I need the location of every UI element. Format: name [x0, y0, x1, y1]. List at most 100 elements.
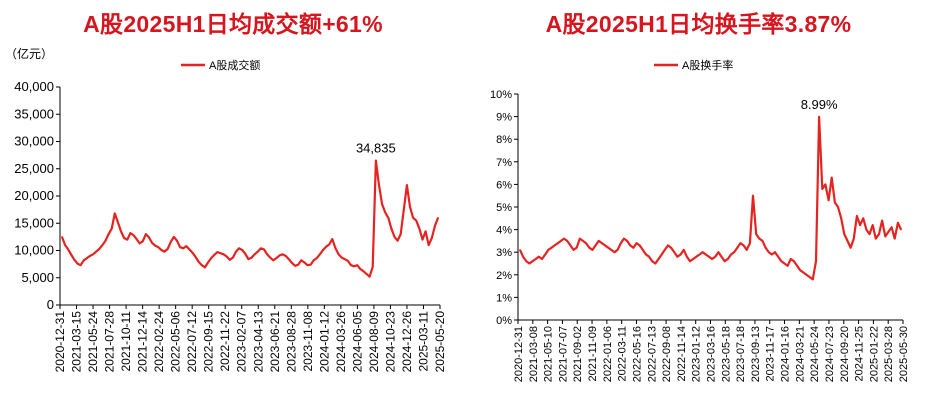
- data-point: [686, 255, 688, 258]
- data-point: [799, 269, 801, 272]
- data-point: [774, 251, 776, 253]
- data-point: [553, 244, 556, 247]
- data-point: [418, 227, 421, 230]
- x-tick-label: 2021-11-09: [587, 326, 599, 381]
- y-tick-label: 10,000: [14, 243, 54, 258]
- data-point: [591, 249, 594, 251]
- data-point: [531, 260, 534, 263]
- data-point: [654, 262, 657, 265]
- data-point: [875, 237, 877, 240]
- data-point: [629, 244, 631, 247]
- data-point: [340, 256, 343, 259]
- data-point: [607, 246, 609, 249]
- x-tick-label: 2021-07-28: [103, 311, 117, 373]
- data-point: [225, 255, 228, 258]
- data-point: [723, 260, 726, 263]
- x-tick-label: 2023-11-08: [301, 311, 315, 372]
- data-point: [695, 255, 698, 258]
- data-point: [758, 237, 761, 240]
- y-tick-label: 0%: [496, 315, 512, 327]
- data-point: [260, 247, 262, 250]
- data-point: [278, 254, 281, 257]
- data-point: [79, 264, 82, 267]
- data-point: [409, 206, 411, 208]
- data-point: [424, 230, 427, 233]
- data-point: [547, 249, 550, 251]
- data-point: [739, 242, 742, 244]
- data-point: [61, 236, 63, 238]
- data-point: [64, 244, 66, 246]
- data-point: [849, 246, 852, 249]
- data-point: [575, 246, 578, 249]
- y-tick-label: 3%: [496, 247, 512, 259]
- x-tick-label: 2021-05-24: [86, 311, 100, 373]
- data-point: [92, 253, 94, 256]
- data-point: [151, 242, 153, 244]
- data-point: [350, 264, 352, 267]
- data-point: [837, 206, 839, 208]
- data-point: [730, 253, 732, 256]
- data-point: [247, 258, 250, 261]
- y-tick-label: 25,000: [14, 161, 54, 176]
- data-point: [238, 247, 240, 250]
- data-point: [635, 242, 638, 244]
- data-point: [821, 188, 824, 190]
- data-point: [194, 256, 197, 258]
- data-point: [328, 243, 331, 246]
- data-point: [771, 253, 773, 256]
- y-tick-label: 1%: [496, 292, 512, 304]
- data-point: [648, 255, 650, 258]
- data-point: [840, 217, 842, 220]
- data-point: [878, 233, 880, 235]
- data-point: [294, 265, 296, 267]
- data-point: [733, 251, 735, 253]
- x-tick-label: 2024-12-26: [400, 311, 414, 373]
- data-point: [219, 252, 222, 254]
- data-point: [525, 260, 528, 263]
- y-tick-label: 30,000: [14, 134, 54, 149]
- data-point: [334, 247, 337, 250]
- data-point: [347, 260, 349, 262]
- data-point: [368, 275, 371, 278]
- x-tick-label: 2023-11-17: [765, 326, 777, 381]
- data-point: [378, 184, 380, 186]
- data-point: [550, 246, 553, 249]
- data-point: [793, 260, 795, 263]
- data-point: [604, 244, 606, 247]
- data-point: [626, 240, 628, 242]
- data-point: [396, 239, 399, 242]
- y-unit-label: （亿元）: [5, 46, 53, 61]
- data-point: [185, 245, 188, 247]
- x-tick-label: 2024-07-23: [824, 326, 836, 382]
- data-point: [868, 233, 871, 235]
- data-point: [387, 217, 390, 219]
- x-tick-label: 2021-03-15: [70, 311, 84, 373]
- data-point: [682, 249, 685, 251]
- x-tick-label: 2025-03-11: [416, 311, 430, 372]
- data-point: [316, 257, 318, 259]
- data-point: [356, 264, 359, 267]
- data-point: [120, 230, 122, 233]
- data-point: [884, 235, 887, 238]
- data-point: [796, 265, 798, 267]
- data-point: [170, 241, 172, 243]
- data-point: [269, 256, 272, 259]
- x-tick-label: 2024-08-09: [367, 311, 381, 373]
- data-point: [727, 258, 729, 260]
- x-tick-label: 2023-01-12: [691, 326, 703, 382]
- data-point: [235, 250, 237, 253]
- x-tick-label: 2022-09-08: [661, 326, 673, 382]
- data-point: [588, 246, 591, 249]
- data-point: [176, 239, 178, 242]
- data-point: [786, 265, 789, 267]
- data-point: [381, 203, 383, 205]
- legend-label: A股成交额: [209, 58, 260, 72]
- x-tick-label: 2024-03-26: [334, 311, 348, 373]
- x-tick-label: 2021-05-10: [543, 326, 555, 382]
- data-point: [197, 261, 200, 263]
- data-point: [166, 248, 169, 250]
- data-point: [117, 221, 119, 223]
- x-tick-label: 2025-03-28: [883, 326, 895, 382]
- data-point: [241, 249, 243, 251]
